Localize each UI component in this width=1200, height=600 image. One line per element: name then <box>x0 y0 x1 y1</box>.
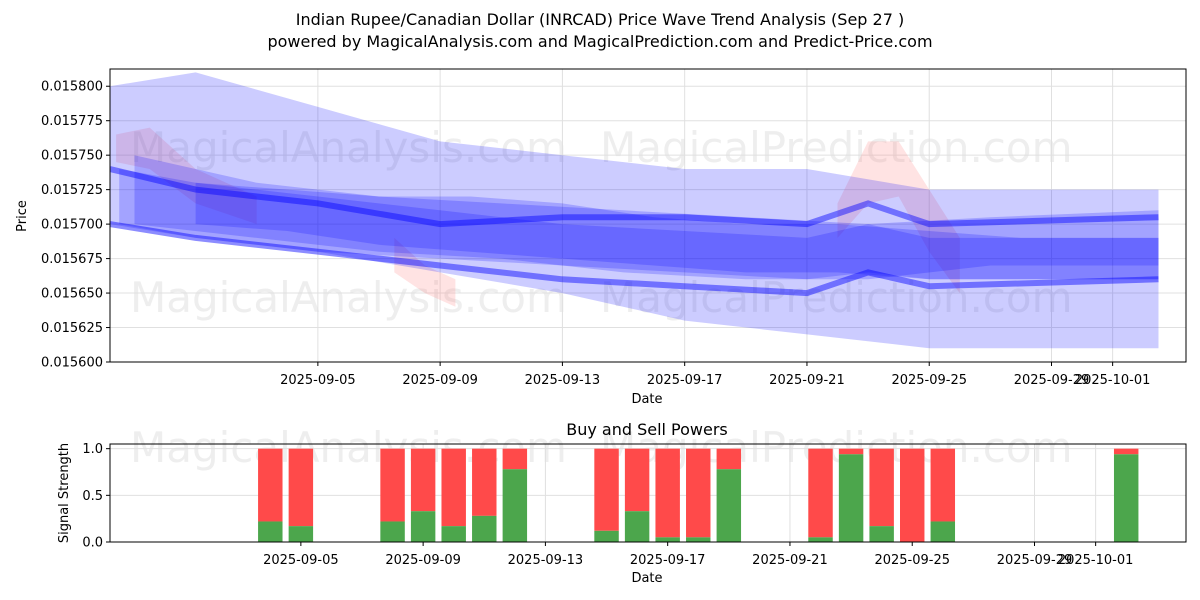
buy-bar <box>441 526 466 542</box>
price-band <box>110 72 1159 349</box>
price-ytick-label: 0.015800 <box>41 80 103 95</box>
sell-bar <box>686 448 711 538</box>
sell-bar <box>624 448 650 512</box>
buy-bar <box>869 526 894 542</box>
buy-bar <box>288 526 314 542</box>
sell-bar <box>1113 448 1139 455</box>
buy-bar <box>502 469 528 542</box>
price-xtick-label: 2025-09-21 <box>769 373 845 388</box>
sell-bar <box>380 448 405 522</box>
sell-bar <box>502 448 528 470</box>
sell-bar <box>258 448 283 522</box>
price-xtick-label: 2025-09-05 <box>280 373 356 388</box>
sell-bar <box>441 448 466 527</box>
price-xtick-label: 2025-09-13 <box>525 373 601 388</box>
signal-xtick-label: 2025-09-29 <box>997 553 1073 568</box>
buy-bar <box>258 521 283 542</box>
sell-bar <box>655 448 680 538</box>
buy-bar <box>1113 454 1139 542</box>
signal-xtick-label: 2025-09-25 <box>874 553 950 568</box>
price-band <box>119 169 1159 280</box>
chart-title: Indian Rupee/Canadian Dollar (INRCAD) Pr… <box>295 10 905 29</box>
signal-xlabel: Date <box>631 571 662 586</box>
price-ytick-label: 0.015725 <box>41 183 103 198</box>
watermark-2: MagicalPrediction.com <box>600 123 1073 172</box>
price-ytick-label: 0.015650 <box>41 287 103 302</box>
signal-frame <box>109 443 1187 543</box>
price-xtick-label: 2025-09-17 <box>647 373 723 388</box>
signal-xtick-label: 2025-09-09 <box>385 553 461 568</box>
price-ytick-label: 0.015625 <box>41 321 103 336</box>
chart-subtitle: powered by MagicalAnalysis.com and Magic… <box>267 32 933 51</box>
price-ytick-label: 0.015750 <box>41 149 103 164</box>
sell-bar <box>410 448 436 512</box>
sell-bar <box>930 448 956 522</box>
signal-ylabel: Signal Strength <box>57 443 72 543</box>
price-ytick-label: 0.015700 <box>41 218 103 233</box>
price-band <box>195 182 1159 280</box>
price-xtick-label: 2025-10-01 <box>1075 373 1151 388</box>
price-plot: 0.015600 0.015625 0.015650 0.015675 0.015700… <box>41 68 1187 388</box>
watermark-1: MagicalAnalysis.com <box>130 123 567 172</box>
sell-bar <box>472 448 497 516</box>
signal-ytick-label: 0.0 <box>82 536 103 551</box>
price-ytick-label: 0.015775 <box>41 114 103 129</box>
price-band-warm <box>837 141 960 294</box>
buy-bar <box>624 511 650 542</box>
price-center-line <box>110 221 1159 297</box>
signal-xtick-label: 2025-10-01 <box>1058 553 1134 568</box>
watermark-3: MagicalAnalysis.com <box>130 273 567 322</box>
sell-bar <box>900 448 925 542</box>
watermark-4: MagicalPrediction.com <box>600 273 1073 322</box>
buy-bar <box>686 537 711 542</box>
buy-bar <box>380 521 405 542</box>
sell-bar <box>716 448 742 470</box>
sell-bar <box>838 448 864 455</box>
buy-bar <box>594 530 619 542</box>
sell-bar <box>869 448 894 527</box>
signal-ytick-label: 0.5 <box>82 489 103 504</box>
price-xtick-label: 2025-09-09 <box>402 373 478 388</box>
watermark-5: MagicalAnalysis.com <box>130 423 567 472</box>
price-ytick-label: 0.015600 <box>41 356 103 371</box>
signal-xtick-label: 2025-09-05 <box>263 553 339 568</box>
signal-ytick-label: 1.0 <box>82 442 103 457</box>
signal-xtick-label: 2025-09-21 <box>752 553 828 568</box>
price-xtick-label: 2025-09-25 <box>891 373 967 388</box>
buy-bar <box>716 469 742 542</box>
signal-xtick-label: 2025-09-17 <box>630 553 706 568</box>
buy-bar <box>472 515 497 542</box>
buy-bar <box>410 511 436 542</box>
buy-bar <box>838 454 864 542</box>
sell-bar <box>288 448 314 527</box>
price-ylabel: Price <box>15 200 30 232</box>
price-xlabel: Date <box>631 392 662 407</box>
buy-bar <box>655 537 680 542</box>
price-center-line <box>110 166 1159 228</box>
signal-xtick-label: 2025-09-13 <box>508 553 584 568</box>
sell-bar <box>808 448 833 538</box>
price-band <box>134 155 1159 280</box>
buy-bar <box>930 521 956 542</box>
buy-bar <box>808 537 833 542</box>
price-frame <box>109 68 1187 363</box>
price-xtick-label: 2025-09-29 <box>1014 373 1090 388</box>
price-band-warm <box>394 237 456 307</box>
price-band-warm <box>116 127 257 225</box>
signal-title: Buy and Sell Powers <box>566 420 728 439</box>
signal-plot: 0.0 0.5 1.0 2025-09-05 2025-09-09 2025-09-13 2… <box>82 442 1187 568</box>
price-ytick-label: 0.015675 <box>41 252 103 267</box>
sell-bar <box>594 448 619 531</box>
